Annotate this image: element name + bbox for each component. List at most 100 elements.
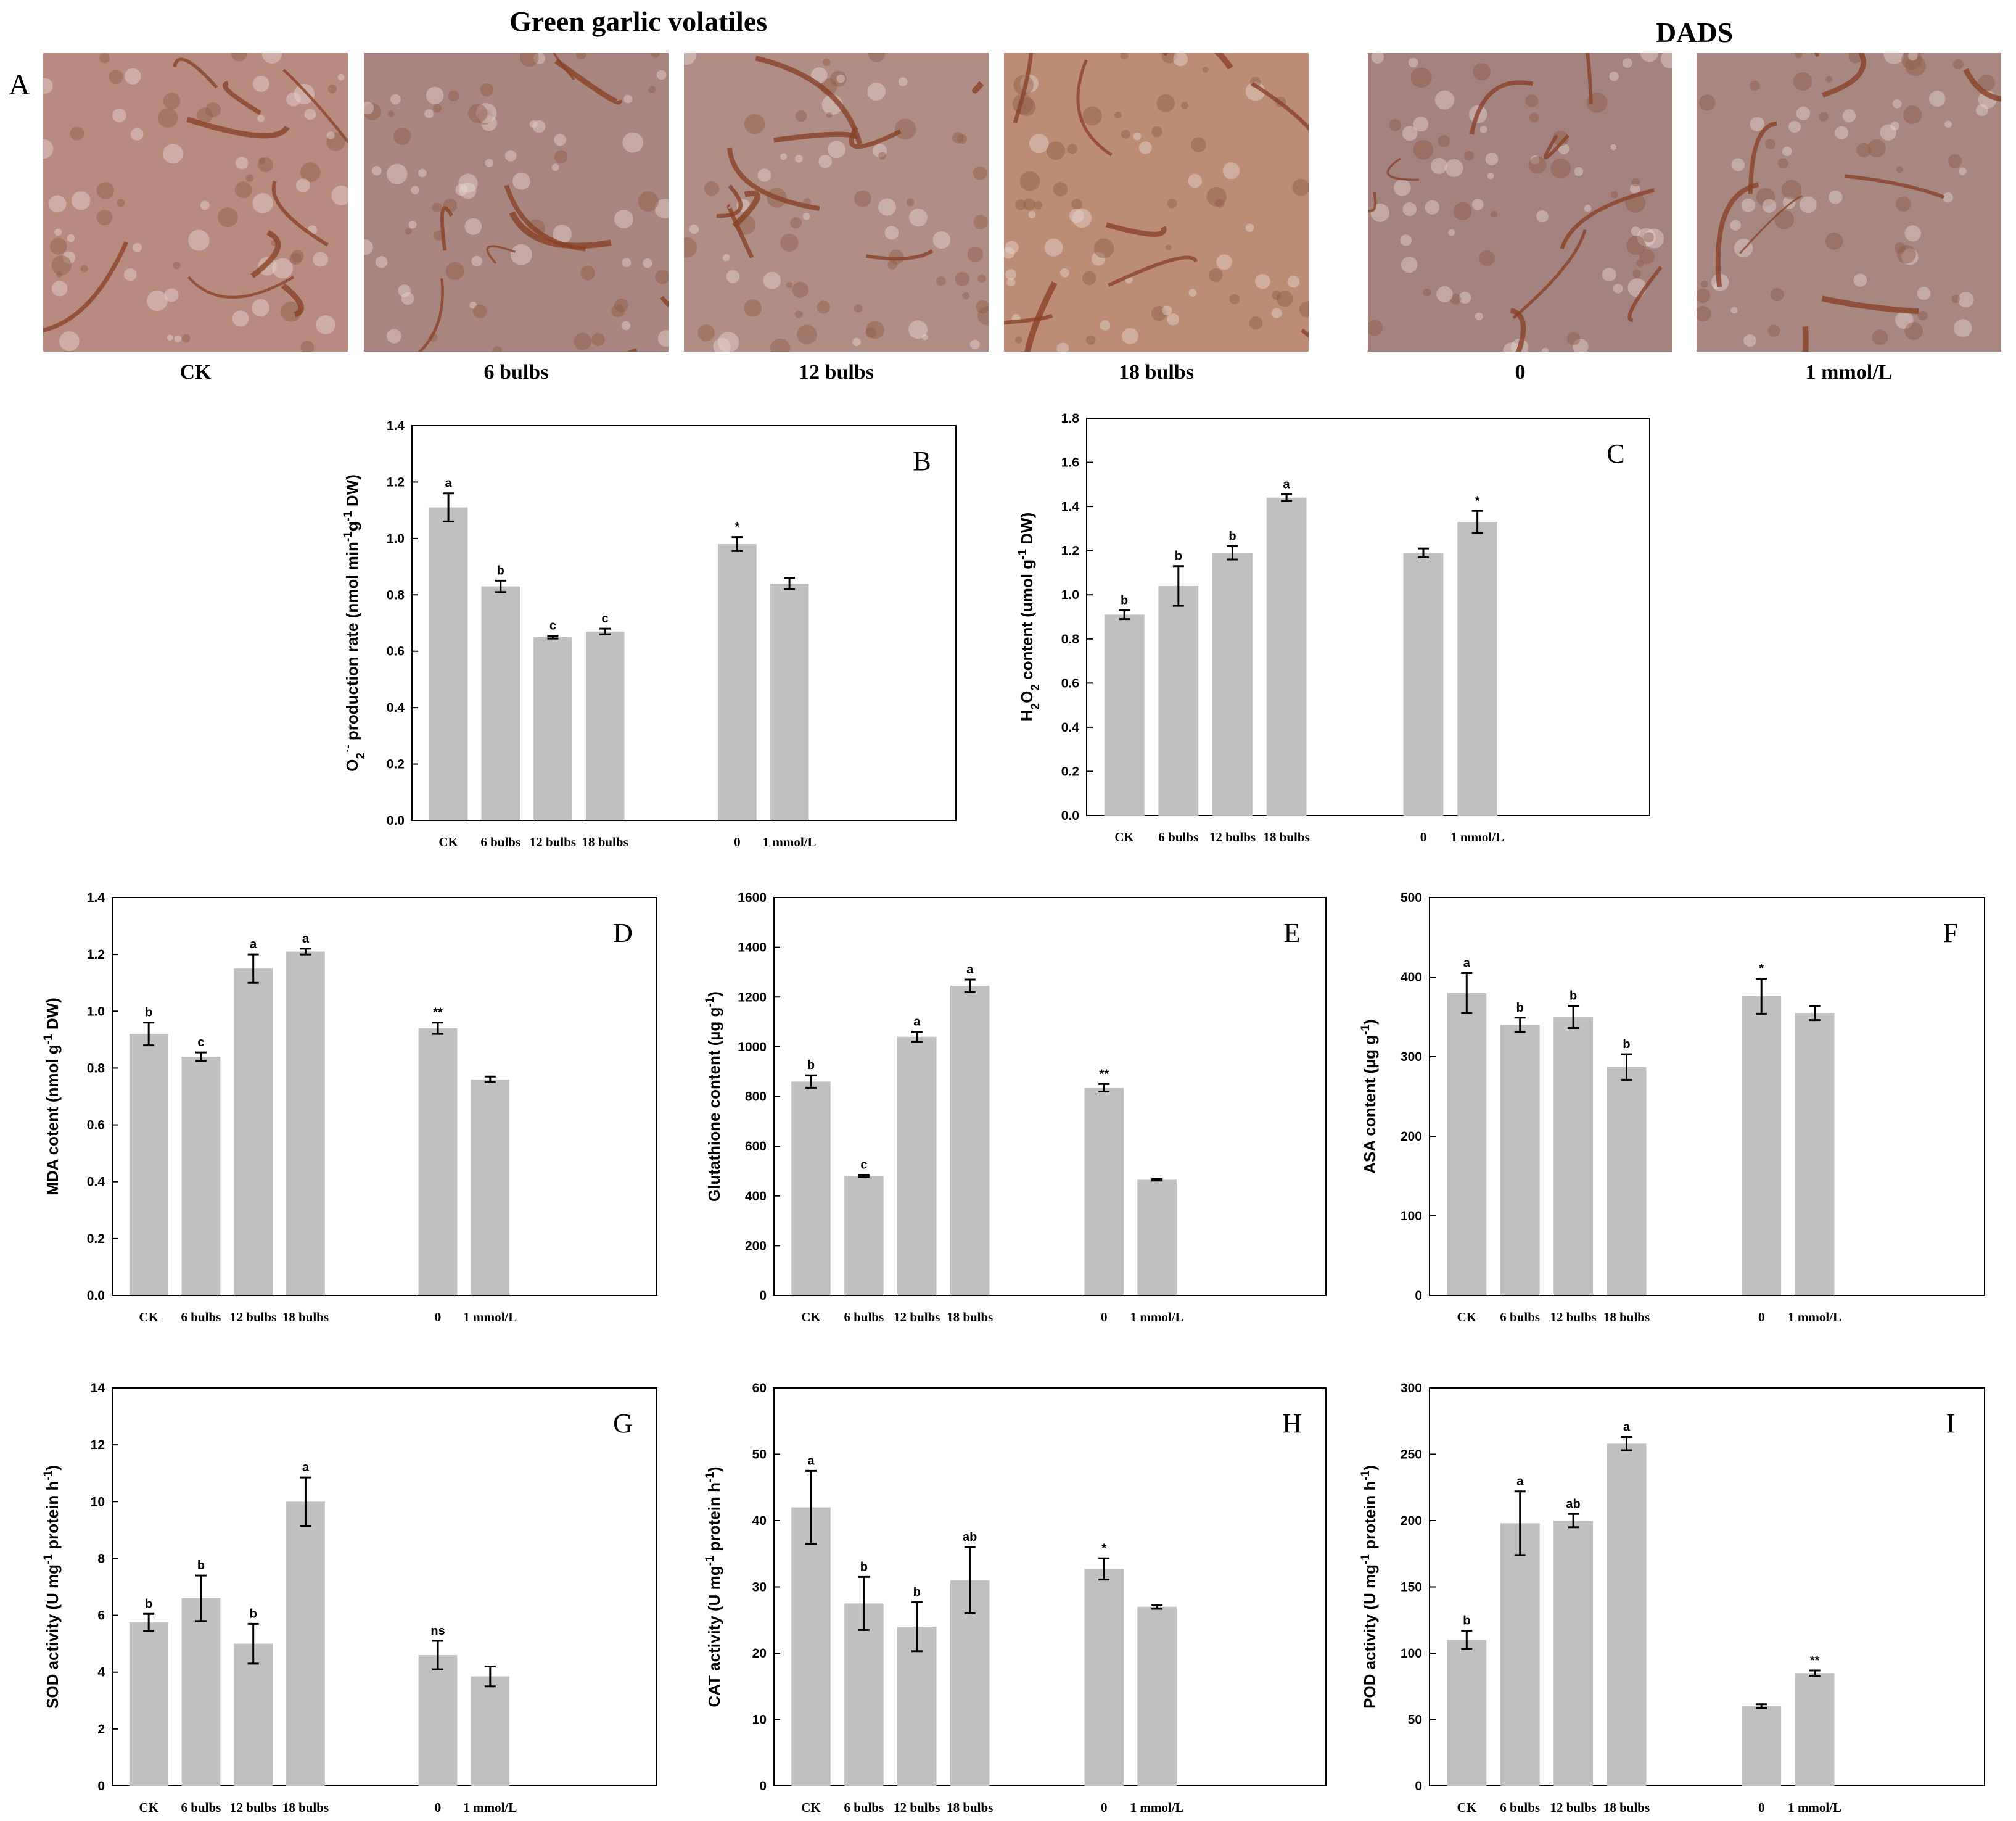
plot-frame <box>1429 897 1985 1296</box>
y-tick-label: 500 <box>1401 891 1422 905</box>
x-tick-label: 18 bulbs <box>282 1800 329 1815</box>
y-tick-label: 1.4 <box>387 419 405 433</box>
significance-label: a <box>445 477 453 490</box>
chart-panel-f: 0 100 200 300 400 500 ASA content (µg g-1) a CK b… <box>1359 891 1985 1324</box>
y-tick-label: 0 <box>97 1779 105 1793</box>
y-tick-label: 400 <box>745 1189 767 1204</box>
x-tick-label: 18 bulbs <box>1603 1310 1650 1324</box>
panel-letter: H <box>1282 1408 1302 1439</box>
y-axis-label: CAT activity (U mg-1 protein h-1) <box>704 1466 724 1707</box>
plot-frame <box>112 1387 657 1786</box>
significance-label: b <box>913 1585 921 1599</box>
bar <box>1607 1443 1647 1786</box>
bar <box>1742 1706 1782 1786</box>
y-tick-label: 12 <box>91 1438 105 1452</box>
significance-label: * <box>735 521 740 534</box>
x-tick-label: 1 mmol/L <box>1788 1310 1841 1324</box>
y-tick-label: 0.0 <box>87 1289 105 1303</box>
y-tick-label: 1400 <box>738 941 767 955</box>
x-tick-label: 12 bulbs <box>1550 1310 1596 1324</box>
bar <box>129 1622 168 1786</box>
bar <box>1457 522 1498 816</box>
bar <box>1084 1569 1124 1786</box>
bar <box>1500 1523 1540 1786</box>
y-tick-label: 60 <box>752 1381 767 1395</box>
bar <box>844 1603 884 1786</box>
leaf-stain-photo <box>684 53 989 352</box>
bar <box>1137 1606 1177 1786</box>
leaf-stain-photo <box>364 53 669 352</box>
panel-letter-a: A <box>9 68 30 101</box>
bar <box>1553 1521 1594 1786</box>
y-tick-label: 0.8 <box>1061 632 1080 646</box>
significance-label: c <box>197 1036 204 1049</box>
x-tick-label: 0 <box>1758 1310 1765 1324</box>
y-tick-label: 40 <box>752 1514 767 1528</box>
significance-label: * <box>1475 494 1480 508</box>
bar <box>418 1028 458 1295</box>
y-tick-label: 1.2 <box>87 948 105 962</box>
bar <box>1500 1025 1540 1295</box>
x-tick-label: 18 bulbs <box>282 1310 329 1324</box>
chart-panel-g: 0 2 4 6 8 10 12 14 SOD activity (U mg-1 protein … <box>42 1381 657 1815</box>
x-tick-label: 1 mmol/L <box>1450 830 1504 844</box>
significance-label: b <box>197 1559 205 1572</box>
significance-label: ** <box>433 1006 443 1020</box>
bar <box>950 986 990 1295</box>
bar <box>533 637 572 820</box>
bar <box>286 951 325 1295</box>
x-tick-label: CK <box>1457 1310 1477 1324</box>
y-tick-label: 0.6 <box>87 1118 105 1133</box>
y-tick-label: 1200 <box>738 990 767 1004</box>
significance-label: b <box>145 1597 152 1611</box>
y-tick-label: 1.0 <box>1061 588 1079 602</box>
y-tick-label: 1600 <box>738 891 767 905</box>
bar <box>1742 996 1782 1295</box>
chart-panel-i: 0 50 100 150 200 250 300 POD activity (U mg-1 p… <box>1359 1381 1985 1815</box>
x-tick-label: CK <box>1114 830 1134 844</box>
bar <box>718 544 757 820</box>
x-tick-label: 6 bulbs <box>1158 830 1198 844</box>
panel-letter: I <box>1946 1408 1956 1439</box>
y-tick-label: 8 <box>97 1551 105 1566</box>
x-tick-label: 12 bulbs <box>230 1310 276 1324</box>
y-tick-label: 200 <box>1401 1514 1422 1528</box>
x-tick-label: CK <box>801 1800 821 1815</box>
significance-label: c <box>549 619 556 633</box>
bar <box>1084 1088 1124 1295</box>
x-tick-label: 18 bulbs <box>582 835 628 849</box>
x-tick-label: 0 <box>734 835 741 849</box>
x-tick-label: 6 bulbs <box>480 835 520 849</box>
x-tick-label: 0 <box>1101 1310 1108 1324</box>
x-tick-label: 12 bulbs <box>1209 830 1256 844</box>
y-tick-label: 20 <box>752 1646 767 1661</box>
significance-label: b <box>250 1607 257 1621</box>
y-tick-label: 0.2 <box>1061 764 1079 778</box>
bar <box>1266 497 1307 816</box>
bar <box>234 968 273 1295</box>
y-axis-label: H2O2 content (umol g-1 DW) <box>1016 513 1042 721</box>
significance-label: b <box>497 564 504 577</box>
x-tick-label: 12 bulbs <box>894 1800 940 1815</box>
significance-label: ** <box>1810 1654 1820 1667</box>
photo-label: 18 bulbs <box>1119 361 1194 384</box>
bar <box>1403 553 1444 816</box>
y-tick-label: 200 <box>745 1239 767 1253</box>
leaf-stain-photo <box>1004 53 1309 352</box>
x-tick-label: 1 mmol/L <box>763 835 817 849</box>
bar <box>1795 1673 1835 1786</box>
y-tick-label: 1.0 <box>387 532 405 546</box>
y-tick-label: 200 <box>1401 1129 1422 1144</box>
bar <box>471 1676 510 1786</box>
chart-panel-h: 0 10 20 30 40 50 60 CAT activity (U mg-1 protei… <box>704 1381 1327 1815</box>
y-tick-label: 1.8 <box>1061 411 1080 426</box>
significance-label: a <box>1516 1475 1524 1489</box>
y-tick-label: 0.4 <box>87 1175 105 1189</box>
x-tick-label: 1 mmol/L <box>463 1800 517 1815</box>
significance-label: ** <box>1099 1067 1109 1081</box>
bar <box>129 1034 168 1295</box>
y-axis-label: ASA content (µg g-1) <box>1359 1019 1380 1173</box>
panel-letter: E <box>1284 918 1301 948</box>
y-tick-label: 1.0 <box>87 1004 105 1018</box>
panel-letter: F <box>1943 918 1958 948</box>
